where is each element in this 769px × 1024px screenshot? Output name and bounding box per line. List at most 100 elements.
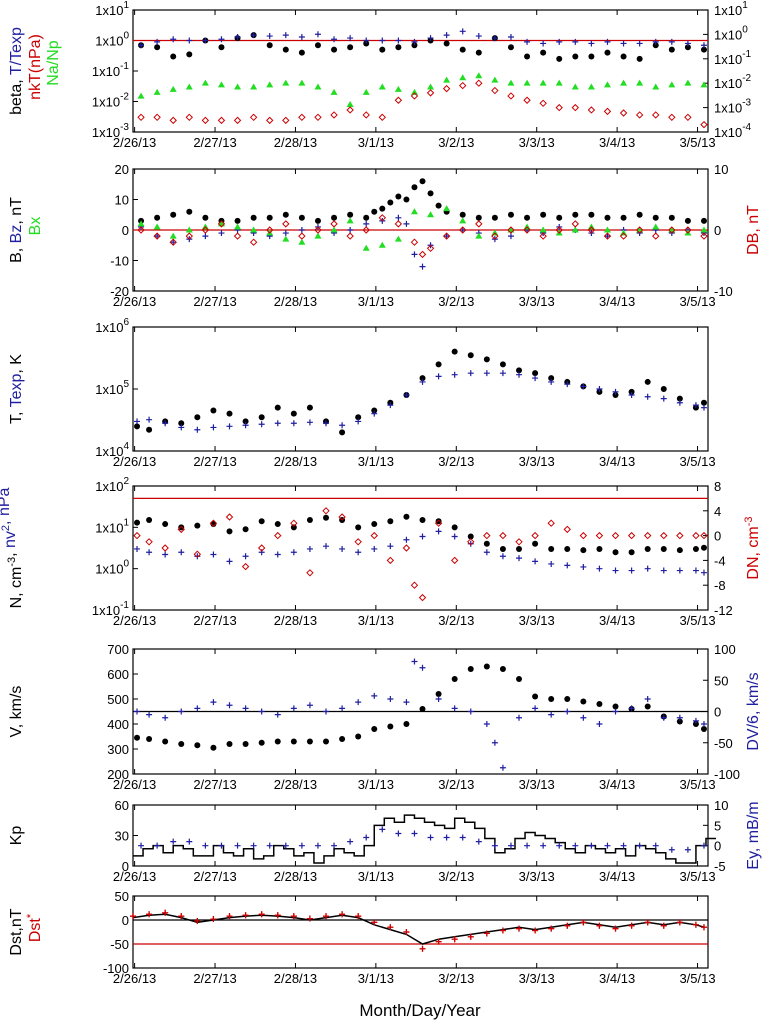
data-point (355, 414, 362, 421)
data-point (684, 846, 691, 853)
y-tick-label-right: 1x10-4 (714, 122, 752, 140)
data-point (257, 544, 266, 552)
data-point (323, 543, 330, 550)
data-point (564, 922, 571, 929)
data-point (306, 545, 313, 552)
svg-text:Dst*: Dst* (25, 913, 44, 942)
series-V (134, 663, 707, 751)
series-DV6 (134, 658, 707, 771)
data-point (387, 696, 394, 702)
y-tick-label: 1x100 (95, 559, 129, 577)
data-point (442, 84, 451, 93)
svg-text:beta, T/Texp: beta, T/Texp (8, 27, 25, 115)
data-point (210, 699, 217, 706)
data-point (226, 741, 233, 747)
data-point (395, 193, 402, 200)
x-tick-label: 3/1/13 (358, 971, 394, 986)
data-point (282, 211, 289, 218)
axis-label-part: Bz (8, 225, 25, 244)
data-point (692, 545, 699, 552)
data-point (178, 424, 185, 431)
x-tick-label: 3/5/13 (679, 971, 715, 986)
data-point (330, 88, 338, 95)
data-point (226, 558, 233, 565)
data-point (524, 214, 531, 221)
data-point (564, 562, 571, 569)
data-point (700, 404, 707, 411)
data-point (282, 46, 289, 53)
data-point (137, 226, 145, 234)
data-point (233, 116, 242, 125)
data-point (636, 40, 643, 47)
data-point (556, 214, 563, 221)
data-point (178, 549, 185, 556)
data-point (410, 88, 418, 95)
data-point (258, 708, 265, 715)
data-point (194, 414, 201, 421)
svg-text:T, Texp, K: T, Texp, K (8, 354, 25, 424)
y-tick-label-right: 5 (714, 818, 721, 833)
data-point (612, 925, 619, 932)
data-point (580, 919, 587, 926)
y-tick-label-right: -5 (714, 859, 726, 874)
data-point (226, 913, 233, 920)
data-point (162, 738, 169, 745)
data-point (692, 717, 699, 724)
data-point (442, 232, 451, 240)
data-point (418, 250, 427, 259)
data-point (555, 79, 563, 86)
svg-text:B, Bz, nT: B, Bz, nT (8, 197, 25, 263)
data-point (306, 702, 313, 709)
y-tick-label-right: 1x101 (714, 0, 748, 18)
data-point (572, 38, 579, 45)
data-point (178, 524, 185, 531)
series-Ey (138, 826, 707, 853)
data-point (563, 525, 571, 534)
data-point (434, 519, 443, 527)
data-point (475, 33, 482, 40)
series-Dststar (130, 909, 707, 952)
data-point (475, 232, 483, 239)
data-point (146, 517, 153, 524)
data-point (483, 549, 490, 556)
data-point (596, 721, 603, 727)
data-point (700, 569, 707, 576)
data-point (419, 263, 426, 270)
data-point (154, 44, 161, 51)
series-Bx (137, 205, 708, 251)
plot-frame (132, 326, 709, 452)
data-point (555, 103, 563, 112)
data-point (516, 676, 523, 682)
data-point (483, 721, 490, 727)
data-point (170, 239, 177, 246)
data-point (266, 33, 273, 40)
data-point (531, 531, 539, 540)
data-point (676, 547, 683, 554)
data-point (644, 378, 651, 385)
data-point (379, 37, 386, 44)
x-tick-label: 3/1/13 (358, 135, 394, 150)
data-point (435, 202, 442, 209)
data-point (483, 930, 490, 937)
y-tick-label: 20 (115, 162, 129, 177)
data-point (652, 223, 660, 230)
x-tick-label: 2/28/13 (274, 777, 317, 792)
data-point (378, 241, 386, 248)
data-point (226, 410, 233, 417)
data-point (346, 106, 354, 114)
data-point (652, 214, 659, 221)
y-tick-label-right: 0 (714, 705, 721, 720)
x-tick-label: 2/26/13 (113, 777, 156, 792)
data-point (225, 513, 234, 521)
data-point (298, 232, 306, 240)
y-tick-label: -10 (110, 254, 129, 269)
y-tick-label-right: 1x100 (714, 24, 748, 42)
y-tick-label: -100 (103, 961, 129, 976)
data-point (419, 517, 426, 524)
data-point (193, 550, 202, 558)
x-tick-label: 3/3/13 (519, 454, 555, 469)
data-point (347, 44, 354, 51)
axis-label-part: Dst,nT (8, 908, 25, 955)
data-point (467, 538, 475, 546)
data-point (507, 226, 515, 234)
